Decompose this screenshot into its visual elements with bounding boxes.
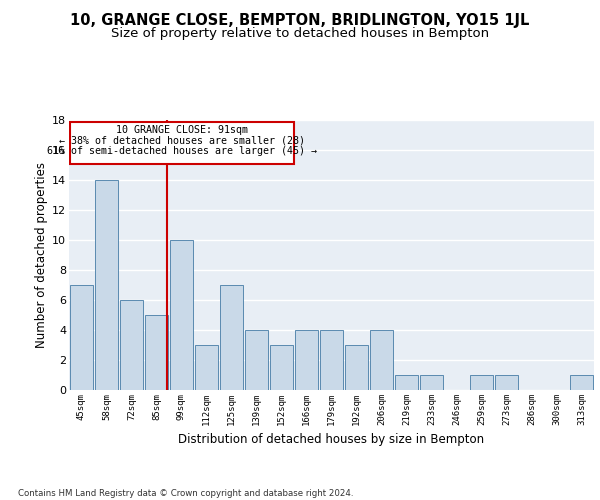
Text: 61% of semi-detached houses are larger (45) →: 61% of semi-detached houses are larger (… (47, 146, 317, 156)
Bar (370, 330, 394, 390)
Bar (494, 375, 518, 390)
Bar (220, 285, 244, 390)
Bar (194, 345, 218, 390)
Bar (320, 330, 343, 390)
Text: Size of property relative to detached houses in Bempton: Size of property relative to detached ho… (111, 28, 489, 40)
Text: Contains HM Land Registry data © Crown copyright and database right 2024.: Contains HM Land Registry data © Crown c… (18, 488, 353, 498)
Bar (70, 285, 94, 390)
Bar (145, 315, 169, 390)
Bar (344, 345, 368, 390)
Text: ← 38% of detached houses are smaller (28): ← 38% of detached houses are smaller (28… (59, 135, 305, 145)
Text: 10 GRANGE CLOSE: 91sqm: 10 GRANGE CLOSE: 91sqm (116, 124, 248, 134)
Bar (295, 330, 319, 390)
X-axis label: Distribution of detached houses by size in Bempton: Distribution of detached houses by size … (178, 434, 485, 446)
Bar (119, 300, 143, 390)
Bar (569, 375, 593, 390)
Bar (419, 375, 443, 390)
Bar (269, 345, 293, 390)
Bar (245, 330, 268, 390)
Y-axis label: Number of detached properties: Number of detached properties (35, 162, 48, 348)
Bar (170, 240, 193, 390)
Bar (95, 180, 118, 390)
Bar (470, 375, 493, 390)
Text: 10, GRANGE CLOSE, BEMPTON, BRIDLINGTON, YO15 1JL: 10, GRANGE CLOSE, BEMPTON, BRIDLINGTON, … (70, 12, 530, 28)
Bar (70, 122, 294, 164)
Bar (395, 375, 418, 390)
